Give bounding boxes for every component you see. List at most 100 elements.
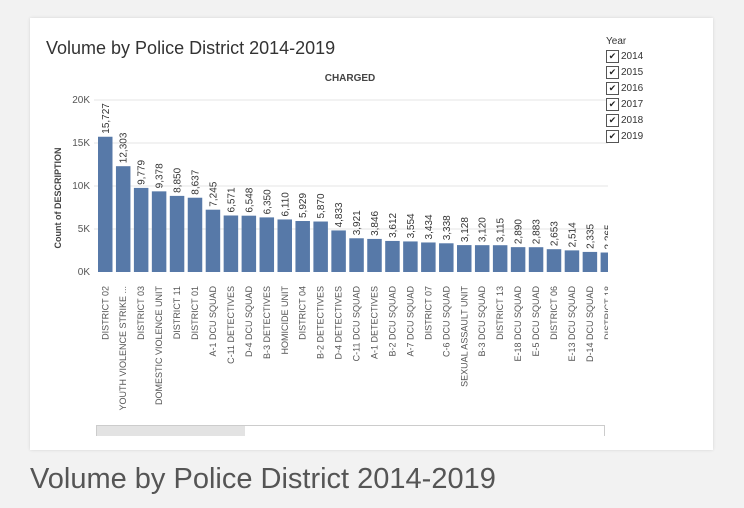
bar[interactable] (259, 217, 275, 272)
gridlines (94, 99, 608, 230)
value-label: 3,434 (424, 214, 435, 239)
bar[interactable] (277, 219, 293, 272)
legend-item-2017[interactable]: ✔ 2017 (606, 96, 643, 112)
x-tick-label: DISTRICT 01 (190, 286, 200, 340)
bar[interactable] (492, 245, 508, 272)
x-tick-label: B-3 DETECTIVES (262, 286, 272, 359)
x-tick-label: YOUTH VIOLENCE STRIKE ... (118, 286, 128, 411)
x-tick-label: B-3 DCU SQUAD (477, 286, 487, 357)
bar[interactable] (546, 249, 562, 272)
bar[interactable] (600, 252, 616, 272)
bar[interactable] (169, 195, 185, 272)
value-label: 5,929 (298, 193, 309, 218)
legend-item-2014[interactable]: ✔ 2014 (606, 48, 643, 64)
x-tick-label: C-6 DCU SQUAD (441, 286, 451, 358)
value-label: 6,350 (262, 189, 273, 214)
bar[interactable] (367, 238, 382, 272)
bar[interactable] (421, 242, 436, 272)
legend-item-2018[interactable]: ✔ 2018 (606, 112, 643, 128)
value-label: 3,120 (478, 217, 489, 242)
value-label: 3,554 (406, 213, 417, 238)
x-tick-label: DISTRICT 02 (100, 286, 110, 340)
value-label: 2,883 (532, 219, 543, 244)
legend-label: 2017 (621, 98, 644, 110)
value-label: 4,833 (334, 202, 345, 227)
legend-label: 2018 (621, 114, 644, 126)
value-label: 8,637 (191, 169, 202, 194)
x-tick-label: D-4 DETECTIVES (334, 286, 344, 360)
legend-item-2016[interactable]: ✔ 2016 (606, 80, 643, 96)
bars: 15,727 DISTRICT 02 12,303 YOUTH VIOLENCE ST… (98, 103, 616, 411)
legend-label: 2019 (621, 130, 644, 142)
x-tick-label: A-1 DCU SQUAD (208, 286, 218, 357)
bar[interactable] (528, 247, 544, 272)
y-tick-label: 10K (72, 181, 90, 192)
legend-label: 2015 (621, 66, 644, 78)
legend-item-2019[interactable]: ✔ 2019 (606, 128, 643, 144)
bar[interactable] (313, 221, 328, 272)
checkbox-checked-icon[interactable]: ✔ (606, 129, 619, 143)
scrollbar-thumb[interactable] (97, 426, 245, 436)
x-tick-label: DISTRICT 06 (549, 286, 559, 340)
y-tick-label: 5K (78, 224, 91, 235)
checkbox-checked-icon[interactable]: ✔ (606, 113, 619, 127)
value-label: 6,548 (244, 187, 255, 212)
bar[interactable] (349, 238, 364, 272)
bar[interactable] (582, 251, 598, 272)
value-label: 2,890 (514, 219, 525, 244)
chart-subtitle: CHARGED (324, 73, 376, 84)
y-tick-label: 0K (78, 267, 91, 278)
x-tick-label: D-14 DCU SQUAD (585, 286, 595, 363)
x-tick-label: B-2 DCU SQUAD (387, 286, 397, 357)
x-tick-label: DISTRICT 13 (495, 286, 505, 340)
bar[interactable] (439, 243, 454, 272)
bar[interactable] (115, 166, 131, 272)
x-tick-label: DISTRICT 07 (423, 286, 433, 340)
checkbox-checked-icon[interactable]: ✔ (606, 97, 619, 111)
bar[interactable] (241, 215, 257, 272)
checkbox-checked-icon[interactable]: ✔ (606, 49, 619, 63)
legend-item-2015[interactable]: ✔ 2015 (606, 64, 643, 80)
x-tick-label: E-5 DCU SQUAD (531, 286, 541, 357)
y-tick-label: 20K (72, 95, 90, 106)
legend-label: 2016 (621, 82, 644, 94)
x-tick-label: E-18 DCU SQUAD (513, 285, 523, 361)
x-tick-label: DISTRICT 03 (136, 286, 146, 340)
bar[interactable] (205, 209, 221, 272)
x-tick-label: C-11 DETECTIVES (226, 286, 236, 364)
bar[interactable] (98, 136, 113, 272)
bar[interactable] (564, 250, 580, 272)
bar[interactable] (474, 245, 490, 272)
bar[interactable] (295, 221, 310, 272)
value-label: 6,571 (226, 187, 237, 212)
x-tick-label: A-1 DETECTIVES (370, 286, 380, 359)
bar[interactable] (151, 191, 167, 272)
page-caption: Volume by Police District 2014-2019 (30, 463, 496, 495)
value-label: 3,338 (442, 215, 453, 240)
x-tick-label: A-7 DCU SQUAD (405, 286, 415, 357)
x-tick-label: SEXUAL ASSAULT UNIT (459, 286, 469, 387)
bar[interactable] (187, 197, 203, 272)
value-label: 3,128 (460, 217, 471, 242)
bar[interactable] (223, 215, 239, 272)
checkbox-checked-icon[interactable]: ✔ (606, 81, 619, 95)
y-axis: 0K 5K 10K 15K 20K Count of DESCRIPTION (53, 95, 90, 278)
y-tick-label: 15K (72, 138, 90, 149)
bar[interactable] (457, 245, 472, 272)
chart-card: 0K 5K 10K 15K 20K Count of DESCRIPTION 15,727… (30, 18, 713, 450)
value-label: 9,378 (155, 163, 166, 188)
bar[interactable] (403, 241, 418, 272)
value-label: 15,727 (101, 103, 112, 134)
value-label: 9,779 (137, 159, 148, 184)
bar[interactable] (133, 187, 149, 272)
value-label: 2,653 (550, 221, 561, 246)
value-label: 3,115 (496, 217, 507, 242)
horizontal-scrollbar[interactable] (96, 425, 605, 436)
x-tick-label: DOMESTIC VIOLENCE UNIT (154, 286, 164, 406)
bar[interactable] (331, 230, 346, 272)
value-label: 2,265 (603, 224, 614, 249)
bar[interactable] (385, 240, 400, 272)
bar[interactable] (510, 247, 526, 272)
chart-title: Volume by Police District 2014-2019 (46, 38, 336, 58)
checkbox-checked-icon[interactable]: ✔ (606, 65, 619, 79)
